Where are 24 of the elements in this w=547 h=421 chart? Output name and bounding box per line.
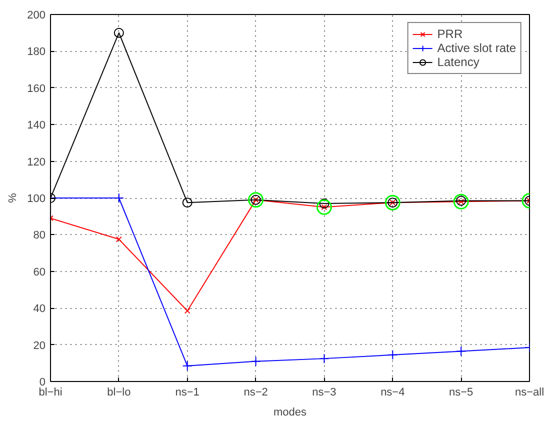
y-tick-label: 140 (27, 120, 46, 132)
y-tick-label: 200 (27, 10, 46, 22)
y-tick-label: 100 (27, 193, 46, 205)
y-tick-label: 80 (33, 230, 46, 242)
y-tick-label: 180 (27, 46, 46, 58)
x-tick-label: ns−1 (175, 386, 200, 398)
legend-label: Active slot rate (437, 41, 516, 55)
y-tick-label: 160 (27, 82, 46, 95)
y-tick-label: 0 (39, 376, 46, 388)
x-tick-label: ns−3 (312, 386, 336, 398)
y-axis-title: % (7, 192, 20, 203)
x-axis-title: modes (273, 406, 308, 418)
y-tick-label: 60 (33, 266, 46, 278)
legend-label: Latency (437, 55, 480, 69)
y-tick-label: 40 (33, 303, 46, 316)
x-tick-label: bl−hi (38, 386, 62, 398)
x-tick-label: ns−4 (380, 386, 405, 398)
x-tick-label: ns−all (514, 386, 544, 398)
legend-label: PRR (437, 27, 463, 41)
y-tick-label: 120 (27, 156, 46, 168)
x-tick-label: ns−5 (448, 386, 474, 398)
x-tick-label: bl−lo (107, 386, 131, 398)
x-tick-label: ns−2 (244, 386, 268, 398)
y-tick-label: 20 (33, 340, 46, 352)
